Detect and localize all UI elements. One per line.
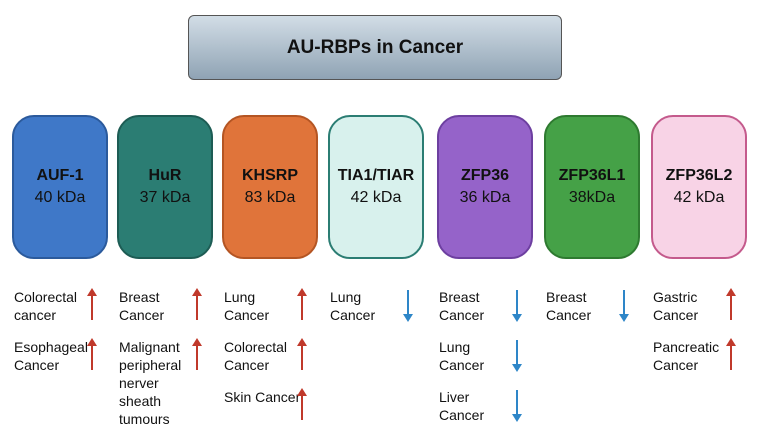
arrow-down <box>403 290 413 322</box>
cancer-label: Colorectal cancer <box>14 289 78 323</box>
cancer-label: Malignant peripheral nerver sheath tumou… <box>119 339 182 427</box>
protein-box: ZFP36L2 42 kDa <box>651 115 747 259</box>
title: AU-RBPs in Cancer <box>286 36 464 58</box>
cancer-label: Colorectal Cancer <box>224 339 288 373</box>
cancer-entry: Skin Cancer <box>224 388 324 420</box>
cancer-entry: Breast Cancer <box>439 288 539 324</box>
protein-weight: 38kDa <box>568 189 616 206</box>
arrow-up <box>87 288 97 320</box>
cancer-entry: Lung Cancer <box>224 288 324 324</box>
cancer-label: Gastric Cancer <box>653 289 699 323</box>
cancer-label: Lung Cancer <box>224 289 270 323</box>
cancer-entry: Lung Cancer <box>439 338 539 374</box>
arrow-down <box>512 290 522 322</box>
protein-box: KHSRP 83 kDa <box>222 115 318 259</box>
cancer-entry: Malignant peripheral nerver sheath tumou… <box>119 338 219 428</box>
cancer-entry: Lung Cancer <box>330 288 430 324</box>
cancer-label: Lung Cancer <box>330 289 376 323</box>
protein-name: TIA1/TIAR <box>337 167 415 184</box>
cancer-label: Lung Cancer <box>439 339 485 373</box>
protein-weight: 36 kDa <box>459 189 511 206</box>
cancer-label: Esophageal Cancer <box>14 339 88 373</box>
protein-name: ZFP36L2 <box>665 167 733 184</box>
arrow-down <box>619 290 629 322</box>
arrow-down <box>512 340 522 372</box>
arrow-up <box>297 338 307 370</box>
protein-box: ZFP36L1 38kDa <box>544 115 640 259</box>
cancer-entry: Colorectal cancer <box>14 288 114 324</box>
title-box: AU-RBPs in Cancer <box>188 15 562 80</box>
protein-weight: 83 kDa <box>244 189 296 206</box>
cancer-entry: Colorectal Cancer <box>224 338 324 374</box>
protein-weight: 37 kDa <box>139 189 191 206</box>
protein-name: AUF-1 <box>36 167 84 184</box>
cancer-entry: Pancreatic Cancer <box>653 338 753 374</box>
protein-box: TIA1/TIAR 42 kDa <box>328 115 424 259</box>
cancer-label: Breast Cancer <box>119 289 165 323</box>
cancer-list: Breast Cancer <box>546 288 646 324</box>
arrow-up <box>192 338 202 370</box>
protein-weight: 42 kDa <box>673 189 725 206</box>
cancer-entry: Breast Cancer <box>119 288 219 324</box>
cancer-list: Breast Cancer Lung Cancer Liver Cancer <box>439 288 539 424</box>
arrow-up <box>297 288 307 320</box>
cancer-label: Liver Cancer <box>439 389 485 423</box>
cancer-list: Gastric Cancer Pancreatic Cancer <box>653 288 753 374</box>
protein-name: KHSRP <box>241 167 298 184</box>
arrow-up <box>87 338 97 370</box>
protein-box: ZFP36 36 kDa <box>437 115 533 259</box>
protein-name: ZFP36L1 <box>558 167 626 184</box>
cancer-label: Pancreatic Cancer <box>653 339 720 373</box>
protein-weight: 40 kDa <box>34 189 86 206</box>
protein-box: AUF-1 40 kDa <box>12 115 108 259</box>
protein-box: HuR 37 kDa <box>117 115 213 259</box>
cancer-label: Skin Cancer <box>224 389 301 405</box>
cancer-entry: Breast Cancer <box>546 288 646 324</box>
arrow-up <box>726 288 736 320</box>
cancer-label: Breast Cancer <box>439 289 485 323</box>
cancer-entry: Liver Cancer <box>439 388 539 424</box>
cancer-entry: Esophageal Cancer <box>14 338 114 374</box>
protein-weight: 42 kDa <box>350 189 402 206</box>
cancer-label: Breast Cancer <box>546 289 592 323</box>
cancer-list: Colorectal cancer Esophageal Cancer <box>14 288 114 374</box>
arrow-up <box>726 338 736 370</box>
arrow-up <box>297 388 307 420</box>
protein-name: ZFP36 <box>460 167 509 184</box>
cancer-list: Lung Cancer <box>330 288 430 324</box>
cancer-list: Breast Cancer Malignant peripheral nerver… <box>119 288 219 428</box>
cancer-list: Lung Cancer Colorectal Cancer Skin Cancer <box>224 288 324 420</box>
arrow-down <box>512 390 522 422</box>
arrow-up <box>192 288 202 320</box>
cancer-entry: Gastric Cancer <box>653 288 753 324</box>
protein-name: HuR <box>148 167 182 184</box>
